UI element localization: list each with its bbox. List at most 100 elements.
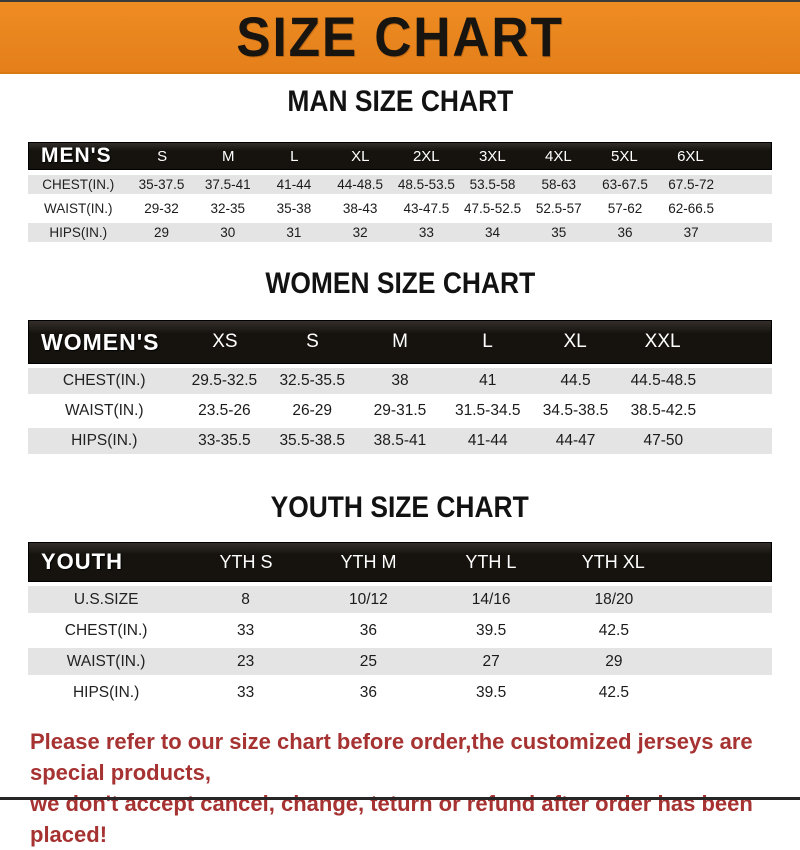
chart-sections: MAN SIZE CHART MEN'S S M L XL 2XL 3XL 4XL 5XL 6X… xyxy=(0,86,800,706)
size-value-cell: 37.5-41 xyxy=(204,177,251,192)
size-value-cell: 35 xyxy=(551,225,567,240)
size-column-header: YTH XL xyxy=(581,551,645,572)
size-chart-section-women: WOMEN SIZE CHART WOMEN'S XS S M L XL XXL CHES… xyxy=(0,268,800,454)
size-table: MEN'S S M L XL 2XL 3XL 4XL 5XL 6XL CHEST(IN.) 35-… xyxy=(28,142,772,242)
size-value-cell: 39.5 xyxy=(476,683,507,701)
top-border-line xyxy=(0,0,800,2)
size-value-cell: 25 xyxy=(359,652,377,670)
disclaimer-line-1: Please refer to our size chart before or… xyxy=(30,729,753,785)
size-value-cell: 18/20 xyxy=(594,590,634,608)
size-column-header: 6XL xyxy=(677,147,704,165)
size-value-cell: 23.5-26 xyxy=(198,402,251,419)
size-value-cell: 57-62 xyxy=(607,201,643,216)
size-value-cell: 62-66.5 xyxy=(668,201,715,216)
size-value-cell: 34.5-38.5 xyxy=(542,402,609,419)
size-value-cell: 36 xyxy=(359,621,377,639)
size-column-header: YTH L xyxy=(465,551,517,572)
size-value-cell: 44.5-48.5 xyxy=(630,372,697,389)
row-label: CHEST(IN.) xyxy=(62,372,146,389)
size-value-cell: 32-35 xyxy=(210,201,245,216)
row-label: WAIST(IN.) xyxy=(43,201,113,216)
size-value-cell: 42.5 xyxy=(598,621,629,639)
size-column-header: XL xyxy=(563,331,587,352)
size-value-cell: 35-38 xyxy=(276,201,312,216)
size-value-cell: 38-43 xyxy=(342,201,378,216)
size-value-cell: 38 xyxy=(391,372,409,389)
size-column-header: L xyxy=(482,331,493,352)
table-body: CHEST(IN.) 29.5-32.5 32.5-35.5 38 41 44.5 44.5… xyxy=(28,368,772,454)
row-label: CHEST(IN.) xyxy=(64,621,148,639)
table-row: HIPS(IN.) 33 36 39.5 42.5 xyxy=(28,679,772,706)
size-value-cell: 44-47 xyxy=(555,432,596,449)
size-column-header: M xyxy=(392,331,408,352)
size-column-header: XS xyxy=(212,331,238,352)
row-label: U.S.SIZE xyxy=(73,590,139,608)
size-value-cell: 32.5-35.5 xyxy=(279,372,345,389)
section-heading: MAN SIZE CHART xyxy=(287,85,513,118)
section-heading: YOUTH SIZE CHART xyxy=(270,491,530,524)
size-value-cell: 47-50 xyxy=(643,432,684,449)
size-value-cell: 31 xyxy=(286,225,302,240)
size-column-header: XXL xyxy=(644,331,681,352)
row-label: WAIST(IN.) xyxy=(64,402,144,419)
table-row: HIPS(IN.) 29 30 31 32 33 34 35 36 37 xyxy=(28,223,772,242)
size-value-cell: 42.5 xyxy=(598,683,629,701)
size-value-cell: 41-44 xyxy=(467,432,508,449)
size-value-cell: 43-47.5 xyxy=(403,201,450,216)
size-value-cell: 41-44 xyxy=(276,177,312,192)
banner-title: SIZE CHART xyxy=(236,5,564,68)
size-value-cell: 10/12 xyxy=(348,590,388,608)
table-row: WAIST(IN.) 23 25 27 29 xyxy=(28,648,772,675)
size-value-cell: 41 xyxy=(479,372,497,389)
table-header-label: MEN'S xyxy=(41,144,112,167)
size-value-cell: 48.5-53.5 xyxy=(397,177,455,192)
table-row: U.S.SIZE 8 10/12 14/16 18/20 xyxy=(28,586,772,613)
size-value-cell: 29 xyxy=(605,652,623,670)
size-value-cell: 29-32 xyxy=(144,201,179,216)
size-value-cell: 37 xyxy=(683,225,699,240)
size-column-header: 2XL xyxy=(412,147,440,165)
size-value-cell: 39.5 xyxy=(476,621,507,639)
size-value-cell: 8 xyxy=(241,590,250,608)
size-chart-section-youth: YOUTH SIZE CHART YOUTH YTH S YTH M YTH L YT… xyxy=(0,492,800,706)
size-column-header: YTH M xyxy=(340,551,397,572)
size-value-cell: 38.5-41 xyxy=(373,432,427,449)
row-label: HIPS(IN.) xyxy=(49,225,108,240)
size-value-cell: 26-29 xyxy=(292,402,333,419)
table-body: U.S.SIZE 8 10/12 14/16 18/20 CHEST(IN.) 33 36 39… xyxy=(28,586,772,706)
table-row: CHEST(IN.) 35-37.5 37.5-41 41-44 44-48.5 48.5… xyxy=(28,175,772,194)
size-column-header: S xyxy=(306,331,319,352)
size-value-cell: 36 xyxy=(617,225,633,240)
size-column-header: M xyxy=(221,147,235,165)
disclaimer-text: Please refer to our size chart before or… xyxy=(0,726,800,850)
section-heading: WOMEN SIZE CHART xyxy=(265,267,535,300)
size-value-cell: 33-35.5 xyxy=(198,432,251,449)
size-value-cell: 29-31.5 xyxy=(373,402,427,419)
size-value-cell: 29.5-32.5 xyxy=(191,372,258,389)
size-value-cell: 67.5-72 xyxy=(668,177,715,192)
table-header-row: MEN'S S M L XL 2XL 3XL 4XL 5XL 6XL xyxy=(28,142,772,170)
size-value-cell: 38.5-42.5 xyxy=(630,402,697,419)
table-row: WAIST(IN.) 29-32 32-35 35-38 38-43 43-47.5 47.… xyxy=(28,199,772,218)
size-value-cell: 52.5-57 xyxy=(535,201,582,216)
table-header-row: YOUTH YTH S YTH M YTH L YTH XL xyxy=(28,542,772,582)
size-value-cell: 44-48.5 xyxy=(337,177,384,192)
size-column-header: 5XL xyxy=(611,147,638,165)
size-value-cell: 23 xyxy=(236,652,255,670)
size-value-cell: 44.5 xyxy=(560,372,591,389)
table-header-label: YOUTH xyxy=(41,549,123,574)
size-value-cell: 53.5-58 xyxy=(469,177,516,192)
table-header-label: WOMEN'S xyxy=(41,328,160,355)
size-value-cell: 36 xyxy=(359,683,377,701)
size-value-cell: 32 xyxy=(352,225,368,240)
size-value-cell: 33 xyxy=(236,683,255,701)
size-value-cell: 27 xyxy=(482,652,500,670)
table-row: CHEST(IN.) 29.5-32.5 32.5-35.5 38 41 44.5 44.5… xyxy=(28,368,772,394)
row-label: HIPS(IN.) xyxy=(71,432,138,449)
size-value-cell: 14/16 xyxy=(471,590,511,608)
size-column-header: S xyxy=(157,147,168,165)
size-value-cell: 31.5-34.5 xyxy=(455,402,521,419)
row-label: HIPS(IN.) xyxy=(72,683,140,701)
size-column-header: 4XL xyxy=(545,147,572,165)
size-value-cell: 35.5-38.5 xyxy=(279,432,345,449)
